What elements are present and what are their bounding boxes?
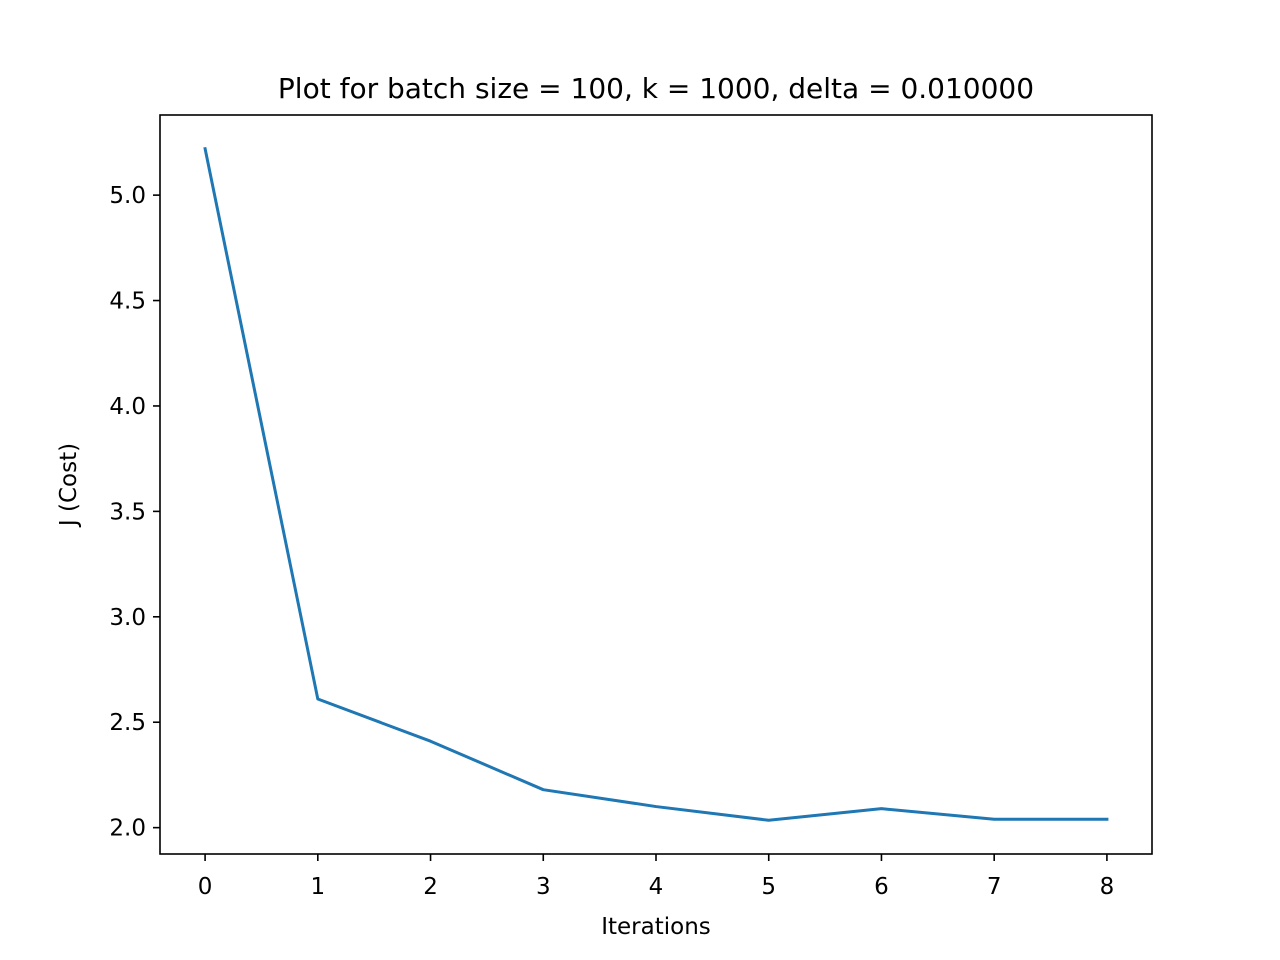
x-tick-label: 5 — [761, 874, 776, 900]
data-point — [655, 805, 658, 808]
y-tick-label: 2.0 — [109, 816, 146, 842]
x-tick-label: 1 — [310, 874, 325, 900]
x-tick-label: 7 — [987, 874, 1002, 900]
series-line — [203, 146, 1109, 822]
x-axis: 0 1 2 3 4 5 6 7 8 — [198, 854, 1114, 900]
data-point — [316, 698, 319, 701]
data-point — [1105, 818, 1108, 821]
x-tick-label: 4 — [649, 874, 664, 900]
y-tick-label: 2.5 — [109, 710, 146, 736]
data-point — [880, 807, 883, 810]
x-axis-label: Iterations — [601, 914, 711, 940]
data-point — [993, 818, 996, 821]
y-tick-label: 3.5 — [109, 499, 146, 525]
x-tick-label: 6 — [874, 874, 889, 900]
data-point — [542, 788, 545, 791]
x-tick-label: 8 — [1100, 874, 1115, 900]
y-tick-label: 4.0 — [109, 394, 146, 420]
axes-frame — [159, 114, 1153, 855]
x-tick-label: 3 — [536, 874, 551, 900]
y-tick-label: 5.0 — [109, 183, 146, 209]
plot-area — [203, 146, 1109, 822]
y-axis: 2.0 2.5 3.0 3.5 4.0 4.5 5.0 — [109, 183, 160, 842]
y-tick-label: 4.5 — [109, 289, 146, 315]
data-point — [204, 147, 207, 150]
x-tick-label: 0 — [198, 874, 213, 900]
x-tick-label: 2 — [423, 874, 438, 900]
y-axis-label: J (Cost) — [56, 443, 82, 528]
y-tick-label: 3.0 — [109, 605, 146, 631]
data-point — [767, 819, 770, 822]
chart-title: Plot for batch size = 100, k = 1000, del… — [278, 72, 1034, 105]
data-point — [429, 740, 432, 743]
